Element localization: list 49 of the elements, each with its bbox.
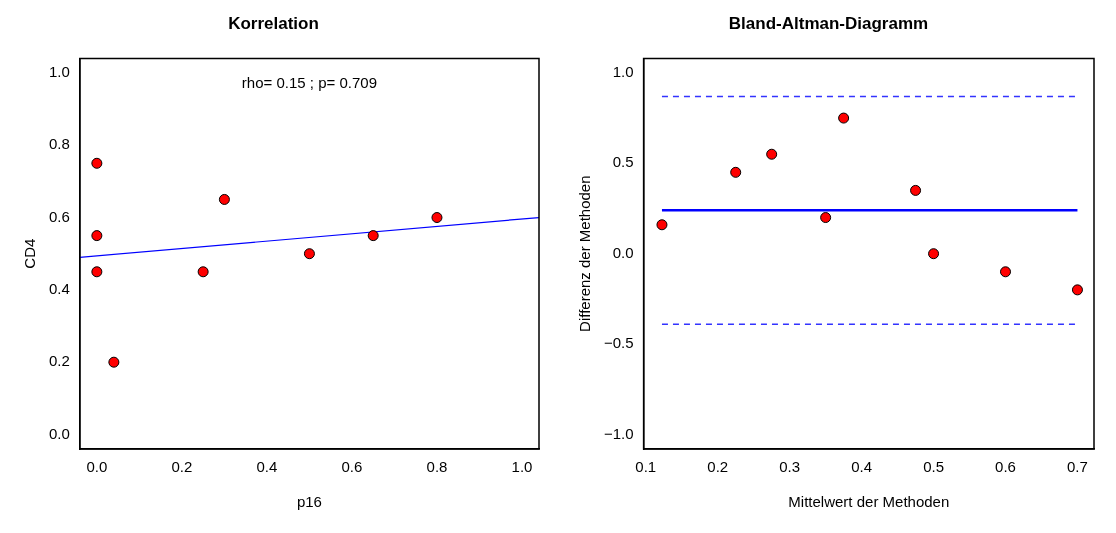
point <box>656 219 668 231</box>
point <box>303 248 315 260</box>
x-tick-label: 0.3 <box>779 458 801 476</box>
point <box>1071 284 1083 296</box>
x-tick-label: 1.0 <box>511 458 533 476</box>
x-tick-label: 0.6 <box>995 458 1016 476</box>
point <box>108 356 120 368</box>
x-tick-label: 0.6 <box>341 458 363 476</box>
chart-title: Korrelation <box>228 13 319 33</box>
x-tick-label: 0.1 <box>635 458 657 476</box>
point <box>838 112 850 124</box>
y-axis-title: CD4 <box>21 238 39 269</box>
x-tick-label: 0.7 <box>1067 458 1088 476</box>
y-tick-label: 0.2 <box>48 352 70 370</box>
point <box>367 230 379 242</box>
point <box>197 266 209 278</box>
x-tick-label: 0.2 <box>707 458 729 476</box>
y-tick-label: 1.0 <box>612 63 634 81</box>
y-tick-label: −0.5 <box>603 334 634 352</box>
y-tick-label: −1.0 <box>603 424 634 442</box>
x-tick-label: 0.2 <box>171 458 193 476</box>
point <box>928 248 940 260</box>
y-tick-label: 0.0 <box>612 243 634 261</box>
x-tick-label: 0.4 <box>256 458 278 476</box>
point <box>766 148 778 160</box>
annotation: rho= 0.15 ; p= 0.709 <box>241 74 377 92</box>
y-tick-label: 1.0 <box>48 63 70 81</box>
point <box>820 212 832 224</box>
point <box>431 212 443 224</box>
y-tick-label: 0.0 <box>48 424 70 442</box>
point <box>91 230 103 242</box>
point <box>730 166 742 178</box>
x-axis-title: p16 <box>296 493 322 511</box>
y-tick-label: 0.6 <box>48 207 70 225</box>
y-tick-label: 0.8 <box>48 135 70 153</box>
x-tick-label: 0.5 <box>923 458 944 476</box>
chart-title: Bland-Altman-Diagramm <box>728 13 929 33</box>
x-tick-label: 0.4 <box>851 458 873 476</box>
point <box>91 266 103 278</box>
point <box>1000 266 1012 278</box>
y-tick-label: 0.4 <box>48 280 70 298</box>
y-tick-label: 0.5 <box>612 153 634 171</box>
x-axis-title: Mittelwert der Methoden <box>788 493 950 511</box>
x-tick-label: 0.8 <box>426 458 448 476</box>
x-tick-label: 0.0 <box>86 458 108 476</box>
point <box>910 184 922 196</box>
point <box>91 157 103 169</box>
point <box>218 193 230 205</box>
y-axis-title: Differenz der Methoden <box>576 175 594 332</box>
